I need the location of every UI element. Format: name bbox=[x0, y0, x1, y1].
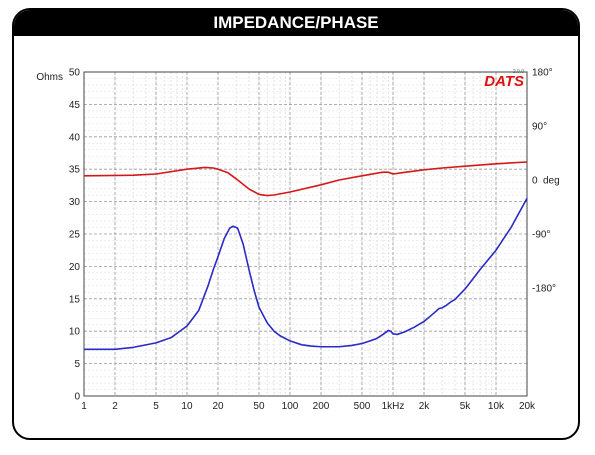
y-left-tick-label: 50 bbox=[69, 68, 81, 79]
chart-title: IMPEDANCE/PHASE bbox=[14, 10, 578, 36]
dats-watermark: DATS bbox=[484, 73, 524, 90]
chart-frame: IMPEDANCE/PHASE 1 2 5 10 20 50 100 200 500 1kHz 2k… bbox=[12, 8, 580, 440]
x-tick-label: 5 bbox=[153, 401, 159, 412]
y-left-tick-label: 30 bbox=[69, 197, 81, 208]
x-tick-label: 10 bbox=[181, 401, 193, 412]
y-left-tick-labels: 0 5 10 15 20 25 30 35 40 45 50 bbox=[69, 68, 81, 403]
y-left-tick-label: 45 bbox=[69, 100, 81, 111]
impedance-curve bbox=[84, 197, 528, 351]
x-tick-label: 20 bbox=[212, 401, 224, 412]
x-tick-label: 10k bbox=[488, 401, 505, 412]
y-right-tick-label: 180° bbox=[532, 68, 553, 79]
x-tick-label: 200 bbox=[313, 401, 330, 412]
x-tick-label: 50 bbox=[253, 401, 265, 412]
x-tick-label: 20k bbox=[519, 401, 536, 412]
y-right-axis-label: deg bbox=[543, 176, 560, 187]
y-left-tick-label: 15 bbox=[69, 294, 81, 305]
series-group bbox=[83, 161, 528, 351]
x-tick-label: 100 bbox=[282, 401, 299, 412]
y-left-tick-label: 10 bbox=[69, 327, 81, 338]
x-tick-label: 1 bbox=[81, 401, 87, 412]
y-right-tick-label: 0 bbox=[532, 176, 538, 187]
phase-curve bbox=[83, 161, 528, 197]
y-right-tick-labels: 180° 90° 0 -90° -180° bbox=[532, 68, 556, 295]
x-tick-label: 5k bbox=[460, 401, 472, 412]
y-left-tick-label: 20 bbox=[69, 262, 81, 273]
x-tick-label: 2k bbox=[419, 401, 431, 412]
x-tick-label: 500 bbox=[354, 401, 371, 412]
y-right-tick-label: -90° bbox=[532, 230, 550, 241]
x-tick-label: 2 bbox=[112, 401, 118, 412]
y-left-axis-label: Ohms bbox=[36, 72, 63, 83]
x-tick-labels: 1 2 5 10 20 50 100 200 500 1kHz 2k 5k 10k 20k bbox=[81, 401, 536, 412]
y-right-tick-label: -180° bbox=[532, 284, 556, 295]
y-right-tick-label: 90° bbox=[532, 122, 547, 133]
y-left-tick-label: 40 bbox=[69, 132, 81, 143]
dats-watermark-version: 2.0.0 bbox=[513, 69, 524, 75]
y-left-tick-label: 35 bbox=[69, 165, 81, 176]
major-grid bbox=[83, 71, 528, 397]
y-left-tick-label: 0 bbox=[74, 392, 80, 403]
y-left-tick-label: 5 bbox=[74, 359, 80, 370]
impedance-phase-chart: 1 2 5 10 20 50 100 200 500 1kHz 2k 5k 10k 20k 0510152… bbox=[36, 68, 560, 413]
x-tick-label: 1kHz bbox=[382, 401, 405, 412]
y-left-tick-label: 25 bbox=[69, 230, 81, 241]
plot-border bbox=[83, 71, 528, 397]
